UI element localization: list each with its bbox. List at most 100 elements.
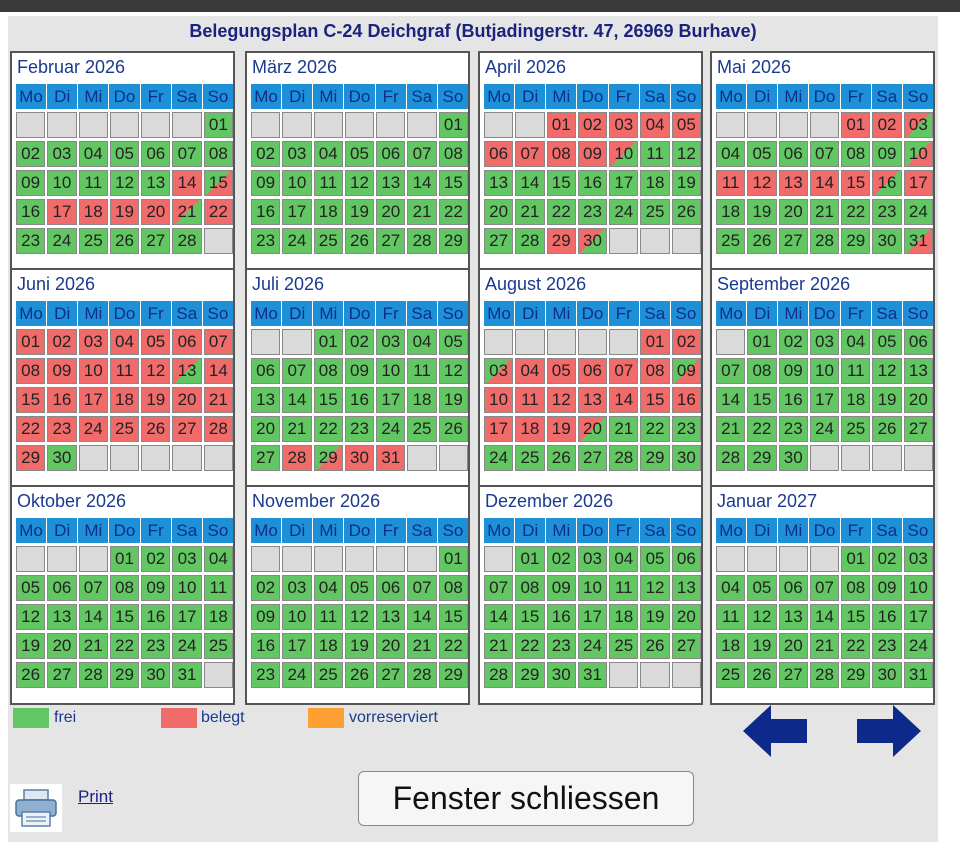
weekday-header-row: Mo Di Mi Do Fr Sa So	[484, 301, 701, 326]
day-cell: 14	[407, 170, 437, 196]
day-cell: 18	[407, 387, 437, 413]
weekday-header-row: Mo Di Mi Do Fr Sa So	[484, 518, 701, 543]
day-cell: 18	[515, 416, 545, 442]
day-cell: 16	[251, 633, 281, 659]
day-cell: 07	[203, 329, 233, 355]
day-cell: 24	[903, 199, 933, 225]
empty-day-cell	[344, 112, 375, 138]
day-cell: 29	[313, 445, 343, 471]
day-cell: 01	[546, 112, 576, 138]
day-cell: 08	[313, 358, 343, 384]
day-cell: 22	[640, 416, 670, 442]
day-cell: 13	[172, 358, 202, 384]
day-cell: 28	[809, 662, 840, 688]
empty-day-cell	[809, 546, 840, 572]
day-cell: 09	[251, 170, 281, 196]
empty-day-cell	[671, 662, 701, 688]
month-name: Dezember 2026	[485, 491, 614, 511]
next-arrow-icon[interactable]	[855, 705, 921, 757]
day-cell: 25	[609, 633, 639, 659]
printer-icon[interactable]	[10, 784, 62, 832]
empty-day-cell	[109, 445, 140, 471]
weekday-header: Fr	[840, 518, 871, 543]
day-cell: 01	[438, 546, 468, 572]
close-window-button[interactable]: Fenster schliessen	[358, 771, 694, 826]
day-cell: 04	[78, 141, 108, 167]
weekday-header: Sa	[871, 84, 902, 109]
day-grid: 01 02 03 04 05 06 07 08 09 10 11 12 13 14 15 16 17 18 19 20…	[716, 546, 933, 688]
empty-day-cell	[172, 445, 202, 471]
day-cell: 16	[16, 199, 46, 225]
day-cell: 14	[484, 604, 514, 630]
weekday-header: Sa	[871, 518, 902, 543]
weekday-header: Do	[809, 518, 840, 543]
day-cell: 20	[778, 633, 808, 659]
day-cell: 02	[141, 546, 171, 572]
day-cell: 28	[282, 445, 312, 471]
month-calendar: Januar 2027 Mo Di Mi Do Fr Sa So 01 02 03 04 05 06 07 0…	[710, 485, 935, 705]
day-cell: 05	[747, 575, 777, 601]
day-cell: 14	[515, 170, 545, 196]
day-cell: 03	[609, 112, 639, 138]
weekday-header: Do	[344, 518, 375, 543]
weekday-header: Do	[809, 301, 840, 326]
day-cell: 30	[872, 662, 902, 688]
weekday-header: So	[202, 84, 233, 109]
empty-day-cell	[251, 329, 281, 355]
weekday-header: Sa	[639, 301, 670, 326]
day-cell: 05	[872, 329, 902, 355]
day-cell: 02	[872, 546, 902, 572]
day-cell: 29	[438, 228, 468, 254]
day-cell: 10	[577, 575, 608, 601]
weekday-header: Di	[515, 301, 546, 326]
day-cell: 23	[47, 416, 77, 442]
day-cell: 08	[438, 575, 468, 601]
day-cell: 18	[609, 604, 639, 630]
day-cell: 14	[172, 170, 202, 196]
day-cell: 26	[747, 228, 777, 254]
day-cell: 05	[546, 358, 576, 384]
day-cell: 15	[438, 170, 468, 196]
day-cell: 29	[438, 662, 468, 688]
day-cell: 26	[438, 416, 468, 442]
day-cell: 24	[47, 228, 77, 254]
day-cell: 22	[546, 199, 576, 225]
empty-day-cell	[376, 112, 406, 138]
print-link[interactable]: Print	[78, 787, 113, 806]
day-cell: 19	[344, 633, 375, 659]
day-cell: 19	[438, 387, 468, 413]
day-cell: 14	[609, 387, 639, 413]
day-cell: 25	[313, 228, 343, 254]
day-cell: 03	[376, 329, 406, 355]
day-cell: 23	[872, 633, 902, 659]
day-cell: 17	[903, 170, 933, 196]
day-cell: 21	[484, 633, 514, 659]
day-cell: 20	[47, 633, 77, 659]
month-name: September 2026	[717, 274, 851, 294]
day-cell: 17	[376, 387, 406, 413]
day-cell: 28	[716, 445, 746, 471]
day-cell: 12	[109, 170, 140, 196]
weekday-header: Mi	[313, 84, 344, 109]
empty-day-cell	[344, 546, 375, 572]
day-cell: 24	[282, 228, 312, 254]
day-grid: 01 02 03 04 05 06 07 08 09 10 11 12 13 14 15 16 17 18 19 20…	[16, 112, 233, 254]
day-cell: 26	[16, 662, 46, 688]
day-cell: 01	[515, 546, 545, 572]
day-cell: 13	[376, 604, 406, 630]
day-cell: 05	[16, 575, 46, 601]
day-cell: 04	[841, 329, 871, 355]
previous-arrow-icon[interactable]	[743, 705, 809, 757]
weekday-header: So	[670, 301, 701, 326]
day-cell: 10	[282, 170, 312, 196]
day-cell: 03	[282, 141, 312, 167]
day-cell: 19	[747, 633, 777, 659]
day-cell: 22	[203, 199, 233, 225]
day-cell: 02	[16, 141, 46, 167]
day-cell: 27	[141, 228, 171, 254]
day-cell: 08	[203, 141, 233, 167]
day-cell: 04	[609, 546, 639, 572]
day-cell: 30	[344, 445, 375, 471]
weekday-header: Sa	[639, 518, 670, 543]
day-cell: 16	[577, 170, 608, 196]
